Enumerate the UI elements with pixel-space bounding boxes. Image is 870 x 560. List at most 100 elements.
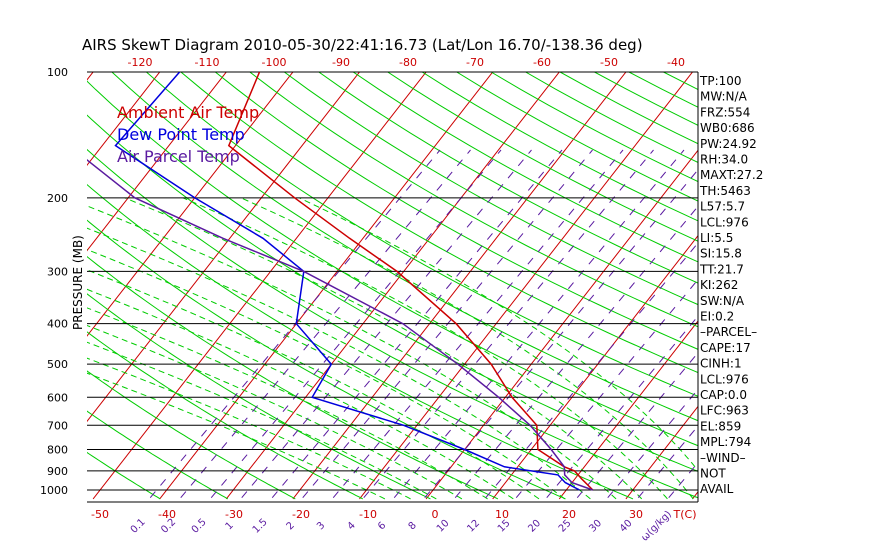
isotherm-line [492,234,698,500]
top-temperature-tick: -80 [399,56,417,69]
mixing-ratio-tick: 0.1 [129,517,148,536]
bottom-temperature-tick: -10 [359,508,377,521]
moist-adiabat-line [87,288,514,500]
pressure-tick-label: 300 [47,265,68,278]
dry-adiabat-line [87,370,296,500]
bottom-temperature-tick: -40 [158,508,176,521]
mixing-ratio-tick: ω(g/kg) [639,509,674,544]
stability-index-label: –PARCEL– [700,325,757,339]
bottom-temperature-tick: -20 [292,508,310,521]
dry-adiabat-line [801,72,870,499]
dry-adiabat-line [87,183,634,500]
stability-index-label: WB0:686 [700,121,755,135]
bottom-temperature-tick: 0 [432,508,439,521]
legend-entry: Air Parcel Temp [117,147,240,166]
mixing-ratio-line [359,149,654,502]
stability-index-label: KI:262 [700,278,738,292]
stability-index-label: LI:5.5 [700,231,733,245]
mixing-ratio-tick: 1 [224,520,236,532]
top-temperature-tick: -60 [533,56,551,69]
stability-index-label: RH:34.0 [700,153,748,167]
isotherm-line [826,53,870,499]
mixing-ratio-line [542,315,698,502]
top-temperature-tick: -100 [262,56,287,69]
stability-index-label: L57:5.7 [700,200,745,214]
isotherm-line [0,53,41,499]
top-temperature-tick: -40 [667,56,685,69]
top-temperature-tick: -90 [332,56,350,69]
chart-title: AIRS SkewT Diagram 2010-05-30/22:41:16.7… [82,36,643,54]
stability-index-label: –WIND– [700,451,746,465]
dry-adiabat-line [490,72,698,183]
top-temperature-tick: -120 [128,56,153,69]
mixing-ratio-tick: 30 [587,518,604,535]
mixing-ratio-tick: 3 [315,520,327,532]
bottom-temperature-tick: 30 [629,508,643,521]
top-temperature-tick: -50 [600,56,618,69]
isotherm-line [87,72,227,252]
stability-index-label: EI:0.2 [700,310,734,324]
stability-index-label: LCL:976 [700,372,749,386]
mixing-ratio-line [664,461,698,502]
stability-index-label: TT:21.7 [699,262,744,276]
stability-index-label: CAPE:17 [700,341,751,355]
stability-index-label: FRZ:554 [700,105,750,119]
mixing-ratio-line [268,149,563,502]
moist-adiabat-line [87,249,566,500]
moist-adiabat-line [87,205,617,500]
mixing-ratio-line [207,149,502,502]
isotherm-line [759,53,870,499]
dry-adiabat-line [111,72,698,422]
stability-index-label: SW:N/A [700,294,745,308]
mixing-ratio-tick: 12 [465,518,482,535]
dry-adiabat-line [352,72,698,263]
moist-adiabat-line [182,197,668,500]
isotherm-line [425,149,698,500]
dry-adiabat-line [87,148,698,499]
isotherm-line [292,72,627,500]
pressure-tick-label: 900 [47,465,68,478]
dry-adiabat-line [767,72,870,499]
dewpoint-temp-line [114,72,580,491]
isotherm-line [87,72,294,337]
stability-index-label: LCL:976 [700,215,749,229]
dry-adiabat-line [146,72,698,397]
mixing-ratio-line [420,169,698,502]
mixing-ratio-line [176,149,471,502]
bottom-temperature-tick: -50 [91,508,109,521]
moist-adiabat-line [87,324,463,500]
mixing-ratio-tick: 0.5 [190,517,209,536]
dry-adiabat-line [387,72,698,242]
moist-adiabat-line [124,197,643,500]
dry-adiabat-line [87,410,229,500]
mixing-ratio-tick: 20 [526,518,543,535]
mixing-ratio-tick: 6 [376,520,388,532]
pressure-tick-label: 500 [47,358,68,371]
bottom-temperature-tick: 20 [562,508,576,521]
moist-adiabat-line [240,197,694,500]
stability-index-label: AVAIL [700,482,734,496]
pressure-tick-label: 800 [47,443,68,456]
mixing-ratio-line [237,149,532,502]
mixing-ratio-tick: 1.5 [251,517,270,536]
stability-index-label: NOT [700,467,726,481]
ambient-temp-line [227,72,594,491]
mixing-ratio-line [451,205,698,502]
pressure-tick-label: 600 [47,391,68,404]
mixing-ratio-line [298,149,593,502]
stability-index-label: SI:15.8 [700,247,742,261]
dry-adiabat-line [284,72,698,306]
isotherm-line [558,320,698,500]
dry-adiabat-line [87,293,431,500]
stability-index-label: CINH:1 [700,357,742,371]
legend-entry: Ambient Air Temp [117,103,259,122]
bottom-temperature-tick: T(C) [673,508,697,521]
mixing-ratio-tick: 8 [407,520,419,532]
moist-adiabat-line [87,269,540,500]
isotherm-line [87,72,161,167]
dry-adiabat-line [663,72,698,91]
stability-index-label: MAXT:27.2 [700,168,763,182]
parcel-temp-line [87,158,594,491]
stability-index-label: TH:5463 [699,184,751,198]
dry-adiabat-line [249,72,698,328]
